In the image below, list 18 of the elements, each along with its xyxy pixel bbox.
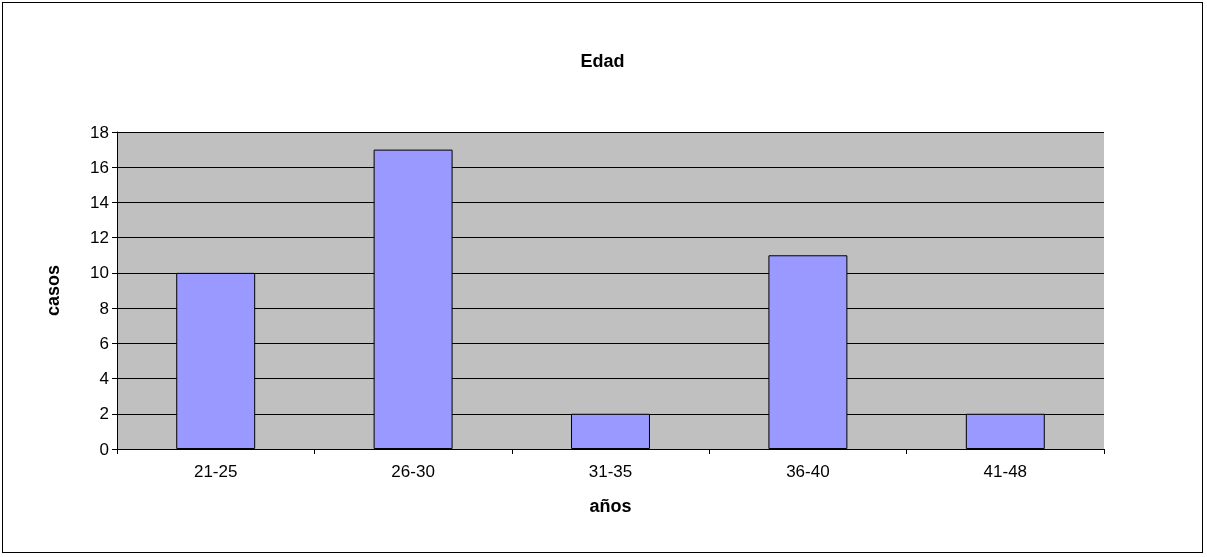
y-tick-label: 6 <box>99 333 109 353</box>
y-tick-label: 10 <box>90 263 109 283</box>
y-tick-label: 2 <box>99 404 109 424</box>
y-tick-label: 0 <box>99 439 109 459</box>
y-tick-label: 12 <box>90 228 109 248</box>
y-tick-label: 16 <box>90 157 109 177</box>
x-tick-label: 36-40 <box>786 462 830 481</box>
x-tick-label: 21-25 <box>193 462 238 481</box>
y-tick-label: 8 <box>99 298 109 318</box>
x-tick-label: 41-48 <box>983 462 1028 481</box>
y-tick-label: 18 <box>90 122 109 142</box>
x-tick-label: 31-35 <box>588 462 633 481</box>
y-tick-label: 4 <box>99 369 109 389</box>
x-axis-title: años <box>589 496 632 516</box>
chart-title: Edad <box>580 51 625 71</box>
y-axis-title: casos <box>43 264 63 317</box>
y-tick-label: 14 <box>90 192 109 212</box>
x-tick-label: 26-30 <box>391 462 435 481</box>
